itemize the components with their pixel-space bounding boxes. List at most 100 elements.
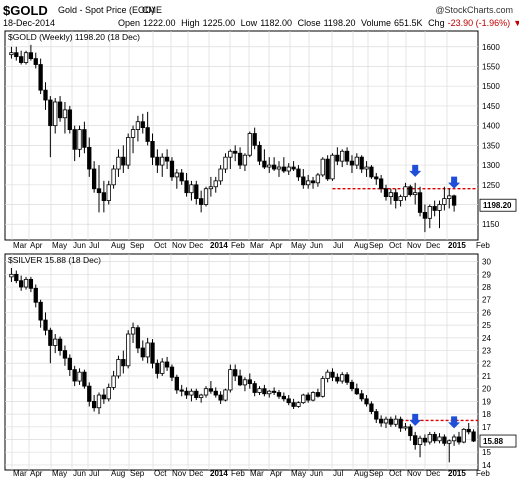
x-tick-label: 2014: [210, 469, 228, 478]
y-tick-label: 28: [482, 283, 491, 292]
candle-down: [442, 436, 447, 444]
x-tick-label: Feb: [476, 241, 490, 250]
candle-down: [198, 198, 204, 205]
y-tick-label: 20: [482, 385, 491, 394]
candle-up: [403, 426, 408, 429]
candle-up: [301, 394, 306, 404]
gold-panel: 1150120012501300135014001450150015501600…: [4, 30, 517, 250]
candle-down: [466, 428, 471, 433]
y-tick-label: 14: [482, 461, 491, 470]
candle-down: [378, 418, 384, 424]
candle-down: [388, 418, 394, 425]
x-tick-label: May: [291, 241, 306, 250]
candle-down: [164, 156, 170, 162]
candle-down: [237, 375, 243, 386]
candle-up: [116, 359, 121, 377]
candle-down: [14, 52, 19, 58]
copyright-label: @StockCharts.com: [435, 5, 513, 15]
high-label: High: [181, 18, 200, 28]
x-tick-label: Sep: [369, 241, 384, 250]
x-tick-label: Dec: [426, 241, 440, 250]
x-tick-label: Feb: [231, 469, 245, 478]
candle-down: [398, 418, 403, 429]
candle-up: [242, 379, 248, 386]
x-tick-label: Jul: [333, 469, 343, 478]
candle-up: [53, 101, 58, 127]
x-tick-label: Oct: [154, 241, 167, 250]
candle-down: [91, 168, 97, 190]
candle-down: [169, 160, 175, 178]
candle-down: [335, 376, 340, 382]
candle-down: [252, 383, 257, 393]
candle-up: [276, 166, 282, 170]
x-tick-label: May: [52, 241, 67, 250]
candle-down: [155, 362, 160, 374]
candle-down: [184, 390, 189, 396]
candle-down: [72, 369, 77, 382]
candle-up: [427, 206, 432, 219]
y-tick-label: 30: [482, 258, 491, 267]
candle-down: [310, 180, 316, 184]
candle-up: [306, 180, 311, 186]
candle-down: [135, 327, 141, 349]
candle-down: [291, 402, 296, 407]
x-tick-label: May: [291, 469, 306, 478]
candle-down: [344, 150, 350, 162]
x-tick-label: Jun: [73, 241, 86, 250]
candle-down: [413, 435, 418, 445]
candle-up: [257, 388, 262, 393]
candle-up: [135, 121, 141, 130]
x-tick-label: Oct: [389, 241, 402, 250]
candle-down: [87, 385, 92, 402]
candle-up: [218, 168, 223, 182]
candle-up: [447, 440, 452, 444]
candle-down: [43, 319, 48, 331]
candle-up: [126, 333, 131, 367]
x-tick-label: Dec: [426, 469, 440, 478]
candle-down: [155, 156, 160, 166]
candle-down: [374, 176, 379, 180]
candle-down: [208, 388, 214, 392]
candle-up: [437, 204, 442, 211]
candle-up: [442, 198, 447, 205]
quote-line: Open 1222.00 High 1225.00 Low 1182.00 Close…: [118, 18, 519, 28]
candle-up: [160, 361, 165, 374]
candle-up: [417, 437, 423, 445]
x-tick-label: 2015: [448, 469, 466, 478]
candle-up: [461, 428, 466, 443]
candle-up: [325, 371, 330, 379]
panel-label: $SILVER 15.88 (18 Dec): [8, 255, 101, 265]
candle-down: [67, 109, 72, 130]
x-tick-label: Mar: [250, 469, 264, 478]
candle-down: [82, 371, 87, 387]
last-value-tag-box: [479, 198, 517, 212]
candle-up: [242, 154, 248, 166]
candle-up: [310, 392, 316, 401]
candle-down: [218, 394, 223, 401]
volume-label: Volume: [360, 18, 392, 28]
candle-down: [432, 206, 437, 211]
candle-down: [174, 376, 179, 391]
candle-up: [320, 378, 325, 397]
candle-down: [369, 403, 374, 412]
candle-down: [43, 89, 48, 101]
candle-up: [130, 327, 136, 335]
down-arrow-icon: ▼: [513, 18, 519, 28]
high-value: 1225.00: [202, 18, 236, 28]
x-tick-label: Nov: [172, 469, 186, 478]
candle-down: [194, 184, 199, 199]
candle-up: [315, 174, 321, 184]
x-tick-label: Aug: [111, 469, 125, 478]
candle-up: [23, 52, 29, 63]
candle-down: [28, 52, 34, 60]
last-value-tag-box: [479, 434, 517, 448]
candle-up: [9, 52, 14, 56]
candle-down: [179, 172, 184, 182]
candle-down: [374, 411, 379, 420]
x-tick-label: Oct: [154, 469, 167, 478]
candle-down: [325, 158, 330, 180]
x-tick-label: Jul: [89, 241, 99, 250]
x-tick-label: Jun: [310, 469, 323, 478]
candle-down: [364, 398, 369, 405]
x-tick-label: Jul: [333, 241, 343, 250]
